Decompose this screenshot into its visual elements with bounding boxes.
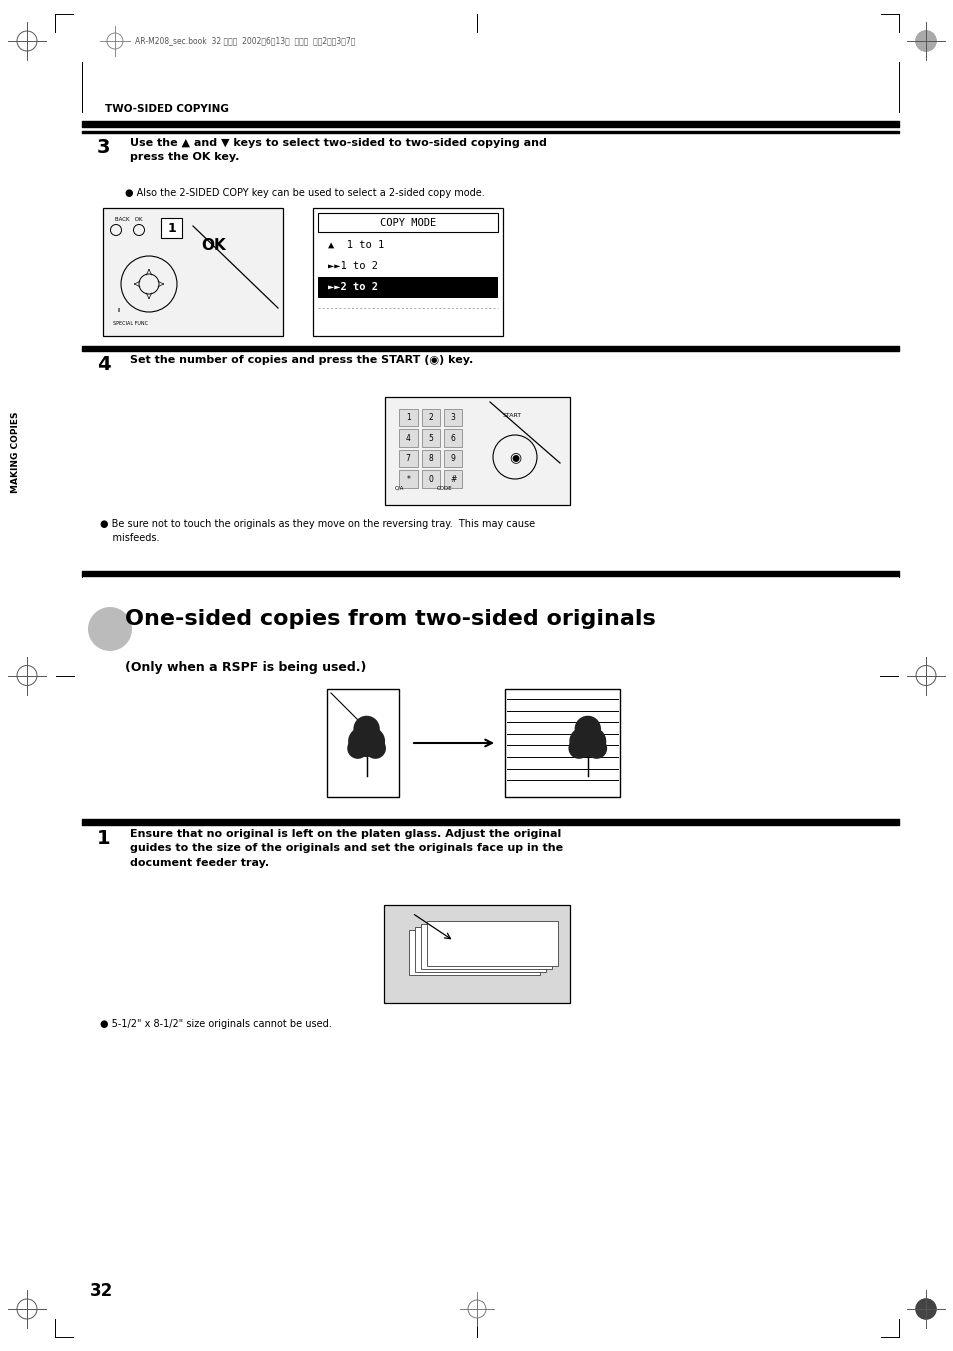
FancyBboxPatch shape xyxy=(398,409,417,427)
Circle shape xyxy=(578,727,606,755)
Text: 2: 2 xyxy=(428,413,433,423)
Text: SPECIAL FUNC: SPECIAL FUNC xyxy=(112,322,148,326)
FancyBboxPatch shape xyxy=(421,430,439,447)
Text: 0: 0 xyxy=(428,474,433,484)
Circle shape xyxy=(364,738,386,759)
Text: 32: 32 xyxy=(90,1282,113,1300)
FancyBboxPatch shape xyxy=(443,470,462,488)
Text: BACK   OK: BACK OK xyxy=(115,218,142,222)
Text: COPY MODE: COPY MODE xyxy=(379,218,436,228)
Text: ◉: ◉ xyxy=(508,450,520,463)
Text: 7: 7 xyxy=(405,454,410,463)
Text: AR-M208_sec.book  32 ページ  2002年6月13日  木曜日  午後2時〷3て7分: AR-M208_sec.book 32 ページ 2002年6月13日 木曜日 午… xyxy=(135,36,355,46)
Text: One-sided copies from two-sided originals: One-sided copies from two-sided original… xyxy=(125,609,655,630)
FancyBboxPatch shape xyxy=(384,905,569,1002)
Text: ● 5-1/2" x 8-1/2" size originals cannot be used.: ● 5-1/2" x 8-1/2" size originals cannot … xyxy=(100,1019,332,1029)
Circle shape xyxy=(347,738,368,759)
FancyBboxPatch shape xyxy=(317,277,497,299)
Circle shape xyxy=(574,716,600,742)
Text: 5: 5 xyxy=(428,434,433,443)
Text: *: * xyxy=(406,474,410,484)
FancyBboxPatch shape xyxy=(415,927,545,971)
FancyBboxPatch shape xyxy=(103,208,283,336)
Circle shape xyxy=(356,727,385,755)
FancyBboxPatch shape xyxy=(327,689,398,797)
Circle shape xyxy=(353,716,379,742)
Text: #: # xyxy=(450,474,456,484)
Circle shape xyxy=(88,607,132,651)
Circle shape xyxy=(585,738,606,759)
Text: 9: 9 xyxy=(451,454,456,463)
Circle shape xyxy=(575,732,599,757)
FancyBboxPatch shape xyxy=(421,409,439,427)
Circle shape xyxy=(568,738,589,759)
FancyBboxPatch shape xyxy=(317,213,497,232)
Circle shape xyxy=(354,732,378,757)
Text: 4: 4 xyxy=(97,355,111,374)
Text: ▲  1 to 1: ▲ 1 to 1 xyxy=(328,239,384,249)
Text: CODE: CODE xyxy=(436,486,452,490)
Text: C/A: C/A xyxy=(395,486,404,490)
Text: 8: 8 xyxy=(428,454,433,463)
FancyBboxPatch shape xyxy=(427,921,558,966)
FancyBboxPatch shape xyxy=(313,208,502,336)
FancyBboxPatch shape xyxy=(398,430,417,447)
Text: Use the ▲ and ▼ keys to select two-sided to two-sided copying and
press the OK k: Use the ▲ and ▼ keys to select two-sided… xyxy=(130,138,546,162)
Text: ● Also the 2-SIDED COPY key can be used to select a 2-sided copy mode.: ● Also the 2-SIDED COPY key can be used … xyxy=(125,188,484,199)
FancyBboxPatch shape xyxy=(398,450,417,467)
Circle shape xyxy=(569,727,597,755)
Text: 6: 6 xyxy=(451,434,456,443)
Text: ►►2 to 2: ►►2 to 2 xyxy=(328,282,377,292)
Text: 1: 1 xyxy=(97,830,111,848)
Text: MAKING COPIES: MAKING COPIES xyxy=(11,412,20,493)
Text: II: II xyxy=(118,308,121,313)
Circle shape xyxy=(348,727,375,755)
FancyBboxPatch shape xyxy=(398,470,417,488)
Text: Set the number of copies and press the START (◉) key.: Set the number of copies and press the S… xyxy=(130,355,473,365)
Text: OK: OK xyxy=(201,238,226,253)
FancyBboxPatch shape xyxy=(421,450,439,467)
Text: 3: 3 xyxy=(97,138,111,157)
FancyBboxPatch shape xyxy=(385,397,569,505)
Circle shape xyxy=(915,1300,935,1319)
Text: ►►1 to 2: ►►1 to 2 xyxy=(328,261,377,270)
Text: ● Be sure not to touch the originals as they move on the reversing tray.  This m: ● Be sure not to touch the originals as … xyxy=(100,519,535,543)
FancyBboxPatch shape xyxy=(409,929,539,975)
Circle shape xyxy=(915,31,935,51)
FancyBboxPatch shape xyxy=(443,430,462,447)
Text: 3: 3 xyxy=(451,413,456,423)
Text: (Only when a RSPF is being used.): (Only when a RSPF is being used.) xyxy=(125,661,366,674)
FancyBboxPatch shape xyxy=(161,218,182,238)
FancyBboxPatch shape xyxy=(443,409,462,427)
Text: 4: 4 xyxy=(405,434,410,443)
Text: START: START xyxy=(502,413,521,417)
FancyBboxPatch shape xyxy=(421,470,439,488)
FancyBboxPatch shape xyxy=(443,450,462,467)
Text: TWO-SIDED COPYING: TWO-SIDED COPYING xyxy=(105,104,229,113)
Text: Ensure that no original is left on the platen glass. Adjust the original
guides : Ensure that no original is left on the p… xyxy=(130,830,562,867)
Text: 1: 1 xyxy=(405,413,410,423)
FancyBboxPatch shape xyxy=(420,924,552,969)
Text: 1: 1 xyxy=(167,222,175,235)
